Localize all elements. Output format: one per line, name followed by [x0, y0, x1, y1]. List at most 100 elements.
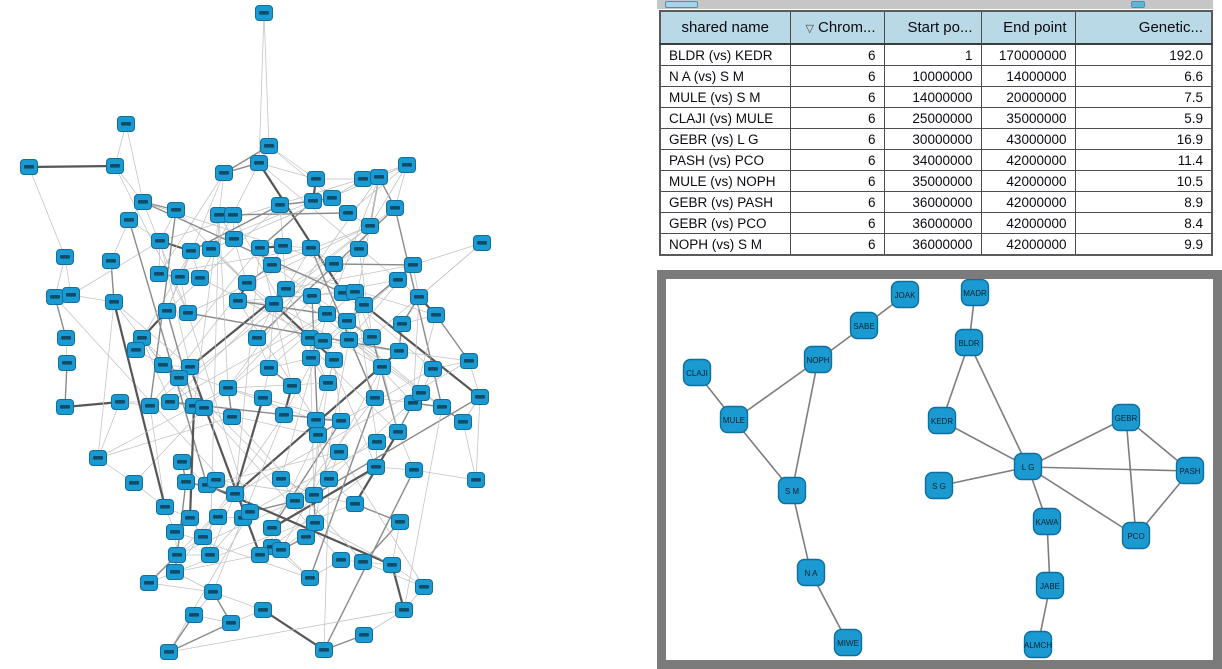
table-cell[interactable]: 6	[789, 128, 885, 150]
network-node[interactable]	[225, 231, 243, 247]
table-cell[interactable]: 34000000	[883, 149, 982, 171]
table-cell[interactable]: 6	[789, 86, 885, 108]
network-node[interactable]	[185, 607, 203, 623]
table-cell[interactable]: 25000000	[883, 107, 982, 129]
network-node[interactable]	[168, 547, 186, 563]
network-node[interactable]	[194, 529, 212, 545]
network-node[interactable]	[389, 424, 407, 440]
network-node[interactable]	[161, 394, 179, 410]
table-cell[interactable]: 10000000	[883, 65, 982, 87]
network-node[interactable]	[254, 602, 272, 618]
network-node[interactable]	[20, 159, 38, 175]
subnetwork-edge[interactable]	[733, 359, 819, 421]
network-node[interactable]	[325, 352, 343, 368]
network-node[interactable]	[305, 487, 323, 503]
network-node[interactable]	[404, 257, 422, 273]
subnetwork-node-s-g[interactable]: S G	[924, 471, 954, 500]
network-node[interactable]	[141, 398, 159, 414]
network-node[interactable]	[315, 642, 333, 658]
table-cell[interactable]: 9.9	[1074, 233, 1213, 256]
network-node[interactable]	[250, 155, 268, 171]
subnetwork-edge[interactable]	[941, 420, 1029, 468]
network-node[interactable]	[260, 138, 278, 154]
network-node[interactable]	[412, 385, 430, 401]
subnetwork-node-joak[interactable]: JOAK	[890, 280, 920, 309]
table-cell[interactable]: 20000000	[980, 86, 1076, 108]
network-node[interactable]	[346, 284, 364, 300]
subnetwork-node-kedr[interactable]: KEDR	[927, 406, 957, 435]
network-node[interactable]	[361, 218, 379, 234]
table-cell[interactable]: 35000000	[883, 170, 982, 192]
network-node[interactable]	[56, 249, 74, 265]
network-node[interactable]	[56, 399, 74, 415]
table-cell[interactable]: 6	[789, 191, 885, 213]
network-node[interactable]	[219, 380, 237, 396]
column-header-chrom---[interactable]: ▽ Chrom...	[789, 10, 885, 45]
network-node[interactable]	[89, 450, 107, 466]
network-node[interactable]	[460, 353, 478, 369]
network-node[interactable]	[265, 296, 283, 312]
network-node[interactable]	[473, 235, 491, 251]
table-row[interactable]: N A (vs) S M 6 10000000 14000000 6.6	[659, 65, 1213, 87]
column-header-end-point[interactable]: End point	[980, 10, 1076, 45]
table-cell[interactable]: 36000000	[883, 233, 982, 256]
table-row[interactable]: NOPH (vs) S M 6 36000000 42000000 9.9	[659, 233, 1213, 256]
network-node[interactable]	[260, 360, 278, 376]
subnetwork-edge[interactable]	[1027, 466, 1191, 472]
network-node[interactable]	[318, 306, 336, 322]
network-node[interactable]	[263, 520, 281, 536]
table-cell[interactable]: 42000000	[980, 170, 1076, 192]
network-node[interactable]	[255, 5, 273, 21]
table-cell[interactable]: GEBR (vs) PASH	[659, 191, 791, 213]
network-node[interactable]	[319, 375, 337, 391]
network-node[interactable]	[383, 557, 401, 573]
network-node[interactable]	[277, 281, 295, 297]
table-cell[interactable]: 11.4	[1074, 149, 1213, 171]
network-node[interactable]	[306, 515, 324, 531]
table-row[interactable]: MULE (vs) NOPH 6 35000000 42000000 10.5	[659, 170, 1213, 192]
network-node[interactable]	[158, 303, 176, 319]
network-node[interactable]	[410, 289, 428, 305]
network-node[interactable]	[271, 197, 289, 213]
network-node[interactable]	[286, 493, 304, 509]
network-node[interactable]	[166, 524, 184, 540]
table-cell[interactable]: 6	[789, 170, 885, 192]
table-cell[interactable]: 36000000	[883, 212, 982, 234]
table-row[interactable]: GEBR (vs) PCO 6 36000000 42000000 8.4	[659, 212, 1213, 234]
network-node[interactable]	[390, 343, 408, 359]
network-node[interactable]	[46, 289, 64, 305]
subnetwork-edge[interactable]	[968, 342, 1029, 468]
table-row[interactable]: PASH (vs) PCO 6 34000000 42000000 11.4	[659, 149, 1213, 171]
table-row[interactable]: MULE (vs) S M 6 14000000 20000000 7.5	[659, 86, 1213, 108]
subnetwork-canvas[interactable]: JOAK MADR SABE BLDR NOPH CLAJI MULE KEDR GEBR L G…	[666, 279, 1213, 660]
table-cell[interactable]: 7.5	[1074, 86, 1213, 108]
network-node[interactable]	[325, 256, 343, 272]
network-node[interactable]	[389, 272, 407, 288]
table-row[interactable]: BLDR (vs) KEDR 6 1 170000000 192.0	[659, 43, 1213, 66]
network-node[interactable]	[330, 444, 348, 460]
table-cell[interactable]: 10.5	[1074, 170, 1213, 192]
table-cell[interactable]: N A (vs) S M	[659, 65, 791, 87]
network-node[interactable]	[386, 200, 404, 216]
network-node[interactable]	[302, 350, 320, 366]
network-node[interactable]	[167, 202, 185, 218]
network-node[interactable]	[173, 454, 191, 470]
network-node[interactable]	[224, 207, 242, 223]
column-header-shared-name[interactable]: shared name	[659, 10, 791, 45]
subnetwork-node-noph[interactable]: NOPH	[803, 345, 833, 374]
network-node[interactable]	[117, 116, 135, 132]
subnetwork-node-l-g[interactable]: L G	[1013, 452, 1043, 481]
network-node[interactable]	[254, 390, 272, 406]
column-header-start-po---[interactable]: Start po...	[883, 10, 982, 45]
subnetwork-node-miwe[interactable]: MIWE	[833, 628, 863, 657]
network-node[interactable]	[195, 400, 213, 416]
network-node[interactable]	[340, 332, 358, 348]
network-node[interactable]	[373, 359, 391, 375]
network-node[interactable]	[346, 496, 364, 512]
subnetwork-edge[interactable]	[791, 359, 819, 492]
network-node[interactable]	[263, 257, 281, 273]
network-node[interactable]	[251, 240, 269, 256]
network-node[interactable]	[151, 233, 169, 249]
table-cell[interactable]: 6	[789, 212, 885, 234]
subnetwork-node-n-a[interactable]: N A	[796, 558, 826, 587]
